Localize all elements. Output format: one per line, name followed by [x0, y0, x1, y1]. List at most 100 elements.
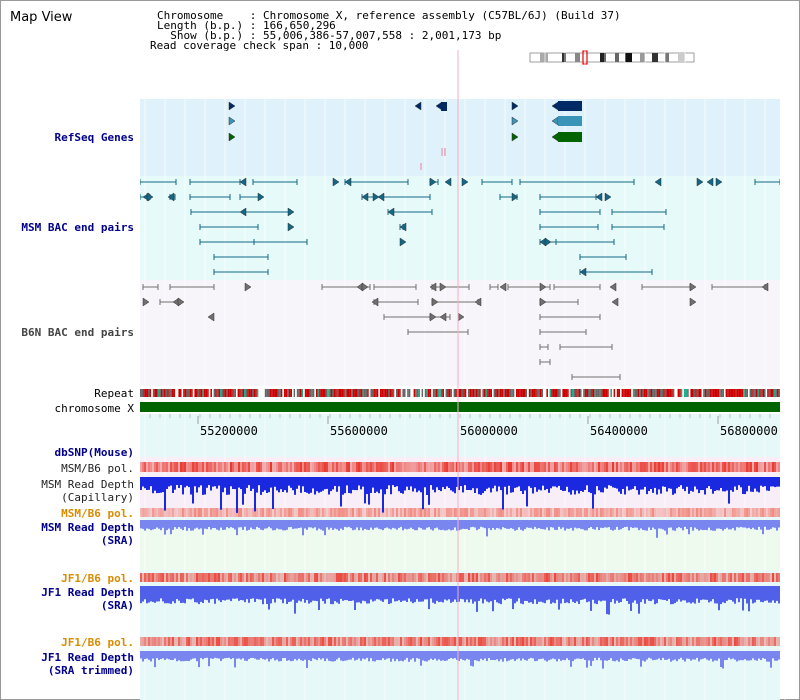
jf1-pol-cell [290, 573, 292, 582]
jf1-trim-depth-bar [702, 651, 704, 659]
repeat-block [290, 389, 292, 397]
track-label-dbsnp[interactable]: dbSNP(Mouse) [54, 446, 134, 459]
jf1-trim-depth-bar [510, 651, 512, 660]
track-label-chromosome[interactable]: chromosome X [54, 402, 134, 415]
jf1-depth-bar [502, 586, 504, 599]
jf1-trim-depth-bar [344, 651, 346, 661]
track-label-repeat[interactable]: Repeat [94, 387, 134, 400]
msm-pol-cell [296, 462, 298, 472]
jf1-pol-2-cell [656, 637, 658, 646]
jf1-depth-bar [454, 586, 456, 600]
jf1-depth-bar [380, 586, 382, 601]
jf1-pol-2-cell [642, 637, 644, 646]
jf1-depth-bar [776, 586, 778, 601]
repeat-block [644, 389, 646, 397]
msm-depth-cap-bar [738, 477, 740, 486]
jf1-depth-bar [304, 586, 306, 603]
msm-depth-cap-bar [696, 477, 698, 490]
jf1-pol-cell [586, 573, 588, 582]
track-label-b6n-bac[interactable]: B6N BAC end pairs [21, 326, 134, 339]
msm-depth-cap-bar [714, 477, 716, 491]
msm-pol-sra-cell [776, 508, 778, 517]
msm-depth-cap-bar [424, 477, 426, 488]
msm-pol-sra-cell [258, 508, 260, 517]
jf1-trim-depth-bar [586, 651, 588, 668]
repeat-block [631, 389, 633, 397]
msm-depth-cap-bar [400, 477, 402, 493]
track-label-msm-pol-sra[interactable]: MSM/B6 pol. [61, 507, 134, 520]
jf1-trim-depth-bar [328, 651, 330, 661]
jf1-depth-bar [356, 586, 358, 603]
jf1-trim-depth-bar [710, 651, 712, 659]
msm-depth-cap-bar [492, 477, 494, 489]
jf1-trim-depth-bar [282, 651, 284, 659]
chromosome-ideogram[interactable] [529, 50, 695, 65]
msm-depth-cap-bar [322, 477, 324, 491]
track-label-jf1-depth[interactable]: JF1 Read Depth [41, 586, 134, 599]
msm-depth-sra-bar [498, 520, 500, 529]
jf1-pol-2-cell [284, 637, 286, 646]
jf1-depth-bar [154, 586, 156, 603]
track-label-msm-bac[interactable]: MSM BAC end pairs [21, 221, 134, 234]
repeat-block [421, 389, 424, 397]
jf1-pol-cell [234, 573, 236, 582]
track-label-msm-depth-sra[interactable]: MSM Read Depth [41, 521, 134, 534]
msm-pol-cell [318, 462, 320, 472]
jf1-pol-2-cell [234, 637, 236, 646]
jf1-pol-cell [734, 573, 736, 582]
msm-pol-cell [292, 462, 294, 472]
repeat-block [154, 389, 156, 397]
repeat-block [744, 389, 747, 397]
msm-depth-cap-bar [774, 477, 776, 488]
msm-pol-cell [516, 462, 518, 472]
jf1-pol-2-cell [666, 637, 668, 646]
msm-depth-cap-bar [296, 477, 298, 489]
jf1-pol-2-cell [700, 637, 702, 646]
msm-depth-cap-bar [520, 477, 522, 491]
msm-pol-sra-cell [324, 508, 326, 517]
jf1-depth-bar [216, 586, 218, 599]
jf1-depth-bar [600, 586, 602, 602]
repeat-block [471, 389, 473, 397]
jf1-depth-bar [146, 586, 148, 604]
track-label-jf1-trim[interactable]: JF1 Read Depth [41, 651, 134, 664]
jf1-trim-depth-bar [614, 651, 616, 662]
track-label-jf1-pol[interactable]: JF1/B6 pol. [61, 572, 134, 585]
jf1-depth-bar [364, 586, 366, 602]
coverage-span-info: Read coverage check span : 10,000 [150, 39, 369, 52]
track-label-msm-depth-cap[interactable]: MSM Read Depth [41, 478, 134, 491]
jf1-pol-cell [352, 573, 354, 582]
msm-pol-sra-cell [598, 508, 600, 517]
msm-depth-sra-bar [562, 520, 564, 528]
jf1-depth-bar [402, 586, 404, 601]
jf1-pol-2-cell [726, 637, 728, 646]
jf1-pol-2-cell [172, 637, 174, 646]
msm-depth-sra-bar [694, 520, 696, 528]
msm-depth-sra-bar [280, 520, 282, 530]
jf1-depth-bar [388, 586, 390, 604]
track-label-jf1-pol-2[interactable]: JF1/B6 pol. [61, 636, 134, 649]
msm-pol-cell [350, 462, 352, 472]
jf1-pol-cell [710, 573, 712, 582]
repeat-block [277, 389, 280, 397]
msm-depth-cap-bar [270, 477, 272, 488]
jf1-pol-2-cell [398, 637, 400, 646]
msm-pol-cell [194, 462, 196, 472]
jf1-depth-bar [292, 586, 294, 600]
jf1-pol-cell [720, 573, 722, 582]
msm-depth-sra-bar [180, 520, 182, 529]
jf1-pol-cell [728, 573, 730, 582]
msm-depth-cap-bar [442, 477, 444, 488]
msm-depth-sra-bar [370, 520, 372, 528]
jf1-depth-bar [420, 586, 422, 602]
jf1-pol-2-cell [306, 637, 308, 646]
jf1-pol-2-cell [400, 637, 402, 646]
msm-pol-sra-cell [750, 508, 752, 517]
jf1-trim-depth-bar [618, 651, 620, 662]
jf1-pol-cell [736, 573, 738, 582]
msm-depth-sra-bar [364, 520, 366, 529]
track-label-msm-pol[interactable]: MSM/B6 pol. [61, 462, 134, 475]
track-label-refseq[interactable]: RefSeq Genes [54, 131, 134, 144]
msm-pol-cell [594, 462, 596, 472]
